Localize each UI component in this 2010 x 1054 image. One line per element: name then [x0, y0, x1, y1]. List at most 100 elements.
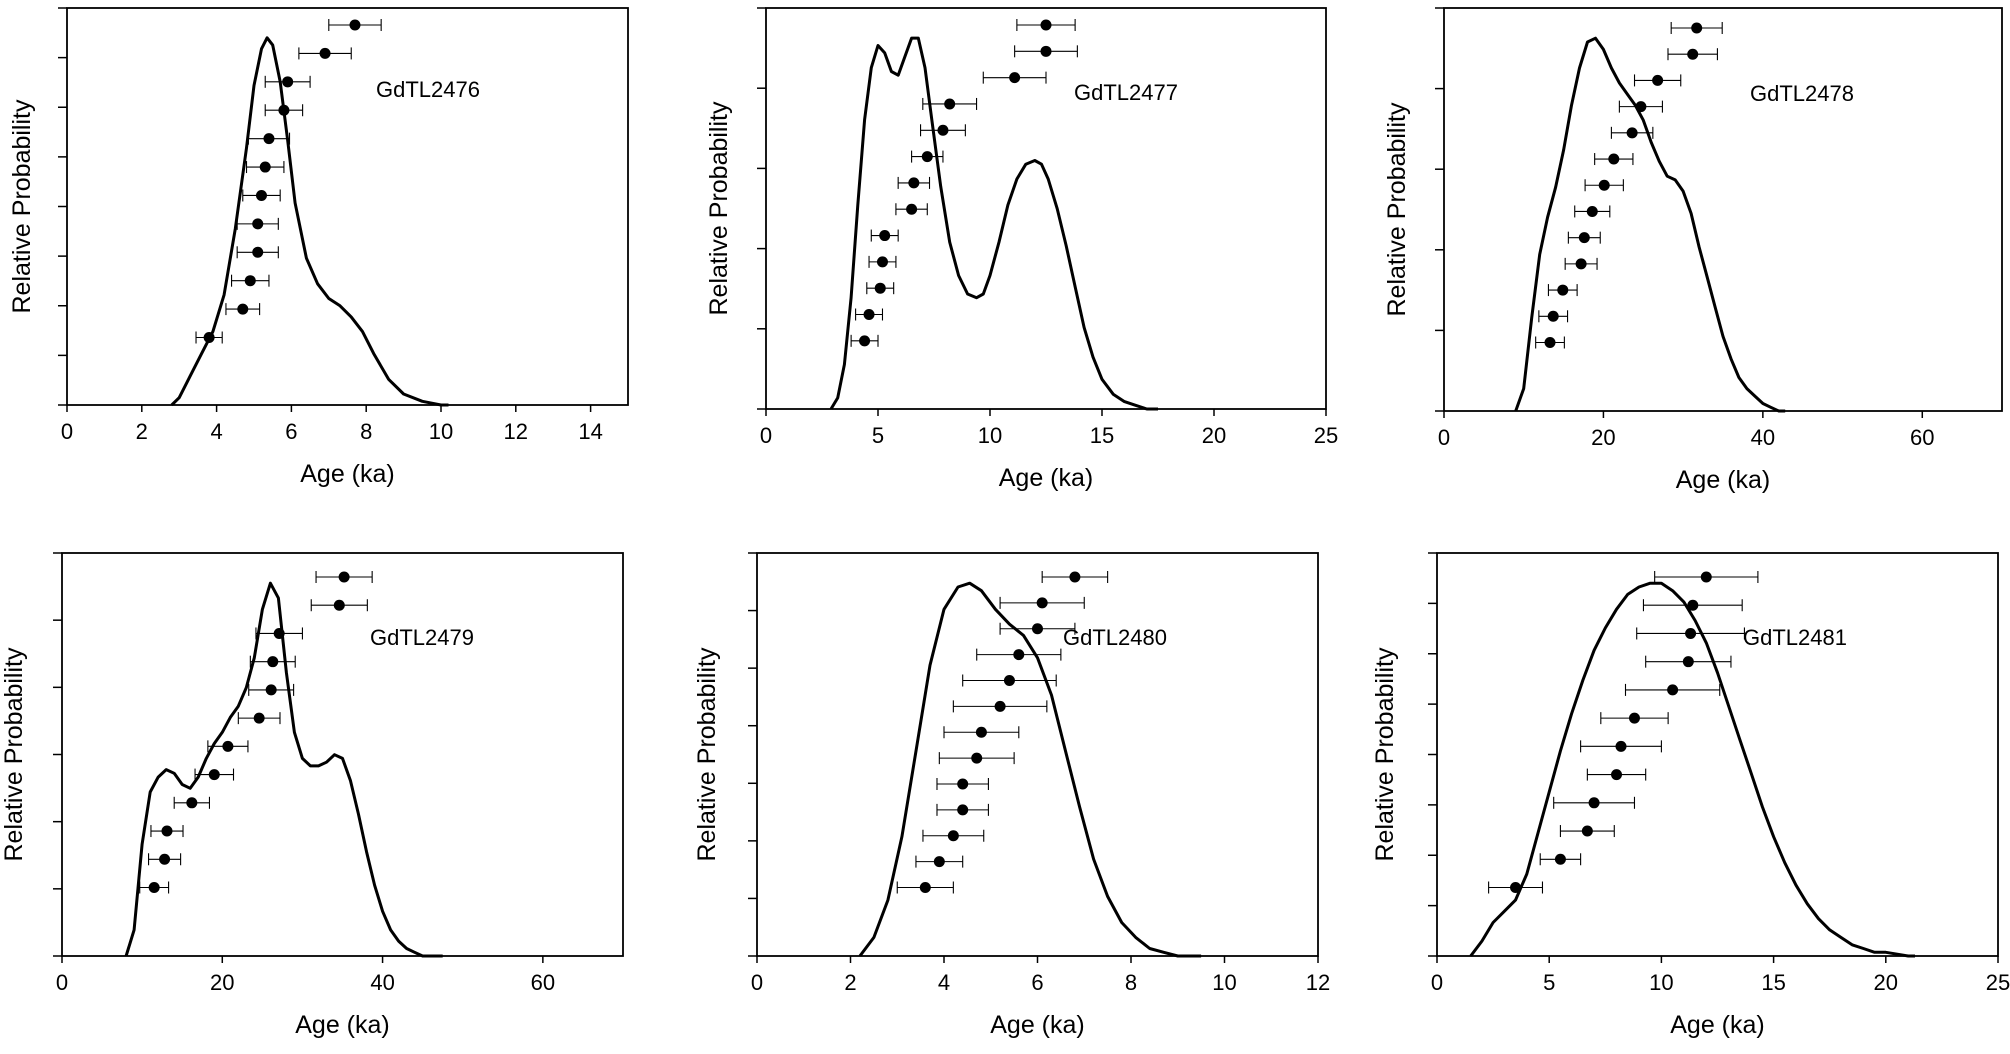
age-point — [1040, 19, 1052, 31]
x-tick-label: 20 — [1591, 425, 1615, 450]
plot-frame — [66, 7, 629, 406]
x-tick-label: 40 — [370, 970, 394, 995]
age-point — [1581, 825, 1593, 837]
age-point — [937, 124, 949, 136]
age-point — [1544, 336, 1556, 348]
age-point — [349, 19, 361, 31]
age-point — [1682, 656, 1694, 668]
age-point — [1667, 684, 1679, 696]
panels-group: 0 2 4 6 8 10 12 14 Age (ka) Relative Probability G… — [0, 7, 2010, 1039]
sample-label: GdTL2476 — [376, 77, 480, 102]
age-point — [906, 203, 918, 215]
age-point — [919, 881, 931, 893]
age-point — [263, 133, 275, 145]
age-point — [1628, 712, 1640, 724]
age-point — [879, 230, 891, 242]
age-point — [1578, 232, 1590, 244]
density-curve — [1469, 581, 1915, 958]
x-tick-label: 0 — [760, 423, 772, 448]
sample-label: GdTL2478 — [1750, 81, 1854, 106]
x-axis-label: Age (ka) — [999, 464, 1093, 492]
age-point — [203, 332, 215, 344]
x-tick-label: 25 — [1986, 970, 2010, 995]
density-curve — [858, 581, 1202, 958]
sample-label: GdTL2480 — [1063, 625, 1167, 650]
age-point — [1547, 310, 1559, 322]
y-axis-label: Relative Probability — [693, 647, 721, 861]
y-axis-label: Relative Probability — [0, 647, 28, 861]
x-tick-label: 0 — [1438, 425, 1450, 450]
sample-label: GdTL2481 — [1743, 625, 1847, 650]
panel-3: 0 20 40 60 Age (ka) Relative Probability GdTL2… — [1383, 7, 2003, 494]
x-tick-label: 14 — [578, 419, 602, 444]
age-point — [265, 684, 277, 696]
x-tick-label: 20 — [1202, 423, 1226, 448]
age-point — [971, 752, 983, 764]
age-point — [957, 778, 969, 790]
x-tick-label: 2 — [844, 970, 856, 995]
age-point — [1611, 769, 1623, 781]
x-axis-label: Age (ka) — [1676, 466, 1770, 494]
panel-1: 0 2 4 6 8 10 12 14 Age (ka) Relative Probability G… — [8, 7, 629, 488]
x-tick-label: 10 — [1212, 970, 1236, 995]
age-point — [1691, 22, 1703, 34]
age-point — [1003, 674, 1015, 686]
plot-frame — [765, 7, 1327, 410]
x-tick-label: 4 — [210, 419, 222, 444]
x-axis-label: Age (ka) — [1670, 1011, 1764, 1039]
x-tick-label: 15 — [1090, 423, 1114, 448]
x-tick-label: 10 — [1649, 970, 1673, 995]
age-point — [252, 218, 264, 230]
age-point — [859, 335, 871, 347]
age-point — [148, 881, 160, 893]
age-point — [273, 627, 285, 639]
age-point — [1069, 571, 1081, 583]
y-axis-label: Relative Probability — [705, 101, 733, 315]
x-tick-label: 8 — [1125, 970, 1137, 995]
panel-4: 0 20 40 60 Age (ka) Relative Probability GdTL2… — [0, 552, 624, 1039]
age-point — [1013, 649, 1025, 661]
age-point — [863, 309, 875, 321]
age-point — [947, 830, 959, 842]
age-point — [876, 256, 888, 268]
plot-frame — [61, 552, 624, 957]
age-point — [1700, 571, 1712, 583]
x-tick-label: 0 — [751, 970, 763, 995]
age-point — [159, 853, 171, 865]
y-axis-label: Relative Probability — [1371, 647, 1399, 861]
x-axis-label: Age (ka) — [990, 1011, 1084, 1039]
x-tick-label: 60 — [531, 970, 555, 995]
age-point — [282, 76, 294, 88]
x-tick-label: 12 — [1306, 970, 1330, 995]
age-point — [975, 726, 987, 738]
age-point — [333, 599, 345, 611]
age-point — [186, 797, 198, 809]
age-point — [874, 282, 886, 294]
x-tick-label: 10 — [978, 423, 1002, 448]
x-tick-label: 6 — [1031, 970, 1043, 995]
age-point — [1687, 599, 1699, 611]
x-tick-label: 0 — [61, 419, 73, 444]
age-point — [237, 303, 249, 315]
age-point — [1588, 797, 1600, 809]
age-point — [338, 571, 350, 583]
age-point — [267, 656, 279, 668]
age-point — [921, 151, 933, 163]
age-point — [1615, 740, 1627, 752]
age-point — [319, 47, 331, 59]
age-point — [1036, 597, 1048, 609]
x-tick-label: 5 — [872, 423, 884, 448]
x-axis-label: Age (ka) — [295, 1011, 389, 1039]
panel-2: 0 5 10 15 20 25 Age (ka) Relative Probability Gd… — [705, 7, 1338, 492]
x-tick-label: 12 — [504, 419, 528, 444]
x-tick-label: 0 — [56, 970, 68, 995]
x-tick-label: 5 — [1543, 970, 1555, 995]
panel-6: 0 5 10 15 20 25 Age (ka) Relative Probability Gd… — [1371, 552, 2010, 1039]
age-point — [1554, 853, 1566, 865]
age-point — [908, 177, 920, 189]
age-point — [1510, 881, 1522, 893]
x-tick-label: 8 — [360, 419, 372, 444]
age-point — [278, 104, 290, 116]
x-tick-label: 15 — [1761, 970, 1785, 995]
